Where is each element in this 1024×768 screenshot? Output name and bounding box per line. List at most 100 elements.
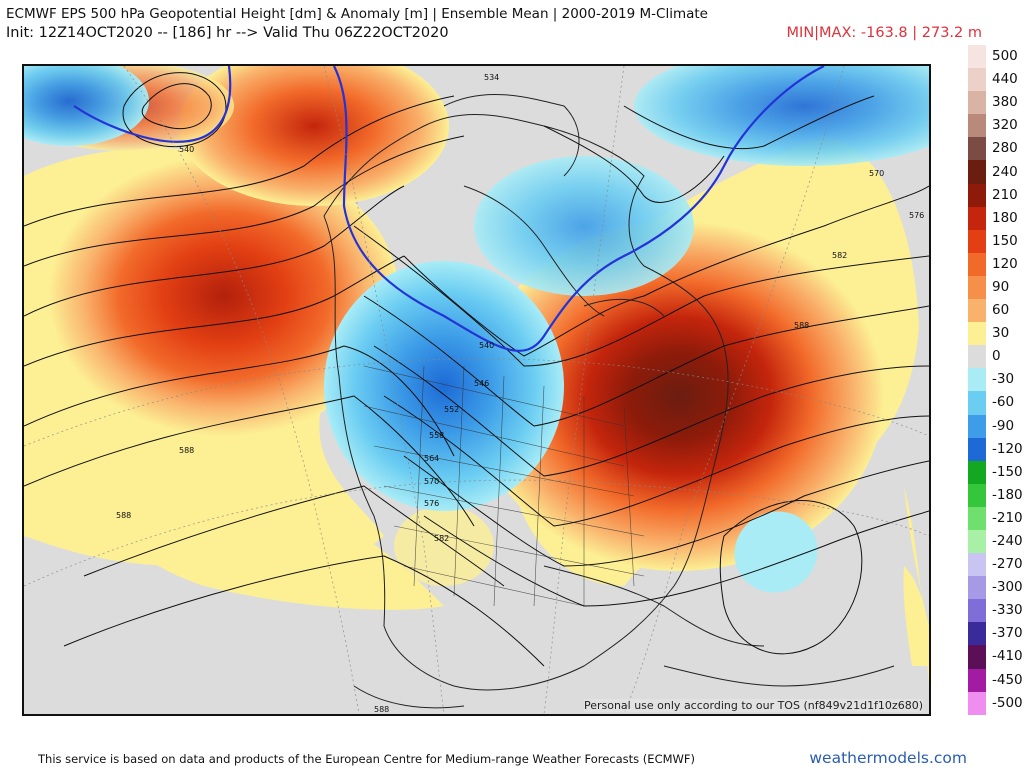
legend-label: -180 (992, 486, 1023, 503)
legend-swatch (968, 414, 986, 438)
legend-label: 500 (992, 48, 1018, 65)
legend-label: 120 (992, 255, 1018, 272)
legend-swatch (968, 599, 986, 623)
contour-label-576-east: 576 (909, 211, 924, 220)
legend-swatch (968, 368, 986, 392)
legend-swatch (968, 206, 986, 230)
legend-label: -410 (992, 648, 1023, 665)
legend-swatch (968, 322, 986, 346)
legend-row: 320 (968, 114, 1024, 138)
legend-swatch (968, 45, 986, 69)
legend-row: -210 (968, 506, 1024, 530)
legend-label: 240 (992, 163, 1018, 180)
anomaly-map-svg: 534 540 540 546 552 558 564 570 576 582 … (24, 66, 929, 714)
chart-title: ECMWF EPS 500 hPa Geopotential Height [d… (6, 6, 708, 22)
forecast-map[interactable]: 534 540 540 546 552 558 564 570 576 582 … (22, 64, 931, 716)
contour-label-588-east: 588 (794, 321, 809, 330)
legend-row: 240 (968, 160, 1024, 184)
legend-label: -370 (992, 625, 1023, 642)
legend-swatch (968, 437, 986, 461)
legend-label: 320 (992, 117, 1018, 134)
legend-swatch (968, 553, 986, 577)
legend-row: 0 (968, 345, 1024, 369)
legend-swatch (968, 506, 986, 530)
legend-label: -30 (992, 371, 1015, 388)
legend-row: 90 (968, 275, 1024, 300)
blue-540-contour (73, 66, 825, 352)
contour-label-570-east: 570 (869, 169, 884, 178)
legend-label: 90 (992, 278, 1010, 295)
legend-label: 150 (992, 232, 1018, 249)
legend-label: 380 (992, 94, 1018, 111)
legend-row: 150 (968, 229, 1024, 253)
legend-swatch (968, 275, 986, 300)
legend-swatch (968, 160, 986, 184)
legend-swatch (968, 668, 986, 692)
legend-row: 120 (968, 252, 1024, 276)
legend-swatch (968, 252, 986, 276)
legend-row: -370 (968, 622, 1024, 646)
legend-label: -150 (992, 463, 1023, 480)
contour-label-582: 582 (434, 534, 449, 543)
legend-label: -120 (992, 440, 1023, 457)
legend-swatch (968, 460, 986, 484)
legend-row: -180 (968, 483, 1024, 507)
init-valid-line: Init: 12Z14OCT2020 -- [186] hr --> Valid… (6, 25, 449, 41)
legend-row: -270 (968, 553, 1024, 577)
contour-label-588-west: 588 (179, 446, 194, 455)
contour-label-576: 576 (424, 499, 439, 508)
legend-row: -60 (968, 391, 1024, 415)
min-max-readout: MIN|MAX: -163.8 | 273.2 m (786, 25, 982, 41)
legend-swatch (968, 483, 986, 507)
contour-label-570: 570 (424, 477, 439, 486)
legend-swatch (968, 229, 986, 253)
legend-label: -210 (992, 509, 1023, 526)
legend-row: -90 (968, 414, 1024, 438)
legend-row: -150 (968, 460, 1024, 484)
legend-label: 60 (992, 302, 1010, 319)
legend-label: 210 (992, 186, 1018, 203)
contour-label-552: 552 (444, 405, 459, 414)
legend-label: -450 (992, 671, 1023, 688)
legend-label: 440 (992, 71, 1018, 88)
legend-row: -330 (968, 599, 1024, 623)
legend-row: 30 (968, 322, 1024, 346)
legend-swatch (968, 137, 986, 161)
legend-row: -120 (968, 437, 1024, 461)
legend-label: 30 (992, 325, 1010, 342)
legend-label: -90 (992, 417, 1015, 434)
site-link[interactable]: weathermodels.com (809, 749, 967, 767)
legend-swatch (968, 299, 986, 323)
legend-swatch (968, 691, 986, 715)
contour-label-540b: 540 (479, 341, 494, 350)
legend-swatch (968, 183, 986, 207)
legend-row: -500 (968, 691, 1024, 715)
legend-swatch (968, 68, 986, 92)
coastlines (323, 93, 895, 709)
legend-row: 380 (968, 91, 1024, 115)
legend-label: 280 (992, 140, 1018, 157)
legend-row: -410 (968, 645, 1024, 669)
legend-swatch (968, 645, 986, 669)
legend-swatch (968, 576, 986, 600)
legend-label: 180 (992, 209, 1018, 226)
height-contours (24, 72, 929, 667)
legend-label: 0 (992, 348, 1001, 365)
legend-swatch (968, 114, 986, 138)
anomaly-legend: 500 440 380 320 280 240 210 180 150 120 90 60 30 0 -30… (968, 45, 1024, 715)
legend-swatch (968, 345, 986, 369)
legend-swatch (968, 622, 986, 646)
legend-label: -500 (992, 694, 1023, 711)
contour-label-546: 546 (474, 379, 489, 388)
legend-row: -30 (968, 368, 1024, 392)
contour-label-534: 534 (484, 73, 499, 82)
legend-row: 440 (968, 68, 1024, 92)
contour-label-588-sw: 588 (116, 511, 131, 520)
legend-row: -240 (968, 529, 1024, 554)
contour-label-540: 540 (179, 145, 194, 154)
contour-label-588-south: 588 (374, 705, 389, 714)
legend-row: 280 (968, 137, 1024, 161)
legend-row: -450 (968, 668, 1024, 692)
legend-label: -270 (992, 556, 1023, 573)
legend-row: 60 (968, 299, 1024, 323)
